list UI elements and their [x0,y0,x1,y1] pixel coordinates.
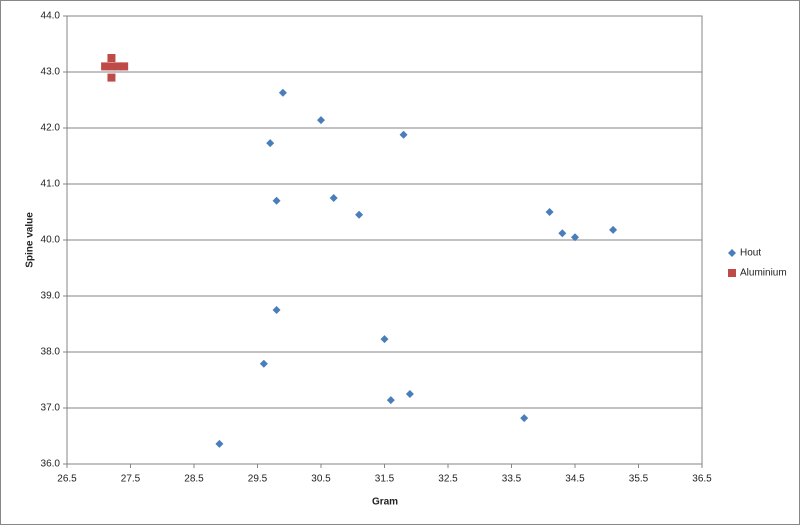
y-axis-title: Spine value [25,212,36,268]
y-tick-label: 38.0 [41,347,61,358]
x-tick-label: 34.5 [565,474,585,485]
point [609,225,618,234]
point [272,306,281,314]
x-tick-label: 28.5 [184,474,204,485]
y-tick-label: 40.0 [41,235,61,246]
legend-marker [728,249,736,257]
legend-label: Aluminium [740,268,787,279]
x-tick-label: 30.5 [311,474,331,485]
point [278,88,287,97]
x-tick-label: 26.5 [57,474,77,485]
x-tick-label: 31.5 [375,474,395,485]
point [545,208,554,216]
point [405,390,414,398]
point [113,62,122,71]
x-axis-title: Gram [372,497,398,508]
y-tick-label: 36.0 [41,459,61,470]
x-tick-label: 33.5 [502,474,522,485]
x-tick-label: 29.5 [248,474,268,485]
point [107,54,116,62]
point [355,210,364,219]
point [107,73,116,82]
point [399,130,408,139]
x-tick-label: 35.5 [629,474,649,485]
point [272,196,281,205]
y-tick-label: 39.0 [41,291,61,302]
legend-label: Hout [740,248,761,259]
y-tick-label: 43.0 [41,67,61,78]
point [329,194,338,202]
point [259,359,268,368]
point [380,335,389,344]
point [215,439,224,448]
y-tick-label: 37.0 [41,403,61,414]
x-tick-label: 32.5 [438,474,458,485]
y-tick-label: 42.0 [41,123,61,134]
y-tick-label: 41.0 [41,179,61,190]
y-tick-label: 44.0 [41,11,61,22]
point [571,233,579,242]
point [386,396,395,405]
point [266,139,275,148]
point [520,414,529,423]
point [317,116,325,125]
x-tick-label: 27.5 [121,474,141,485]
legend-marker [728,269,736,277]
point [558,229,567,238]
point [107,62,116,71]
point [101,62,110,71]
point [120,62,129,71]
x-tick-label: 36.5 [692,474,712,485]
